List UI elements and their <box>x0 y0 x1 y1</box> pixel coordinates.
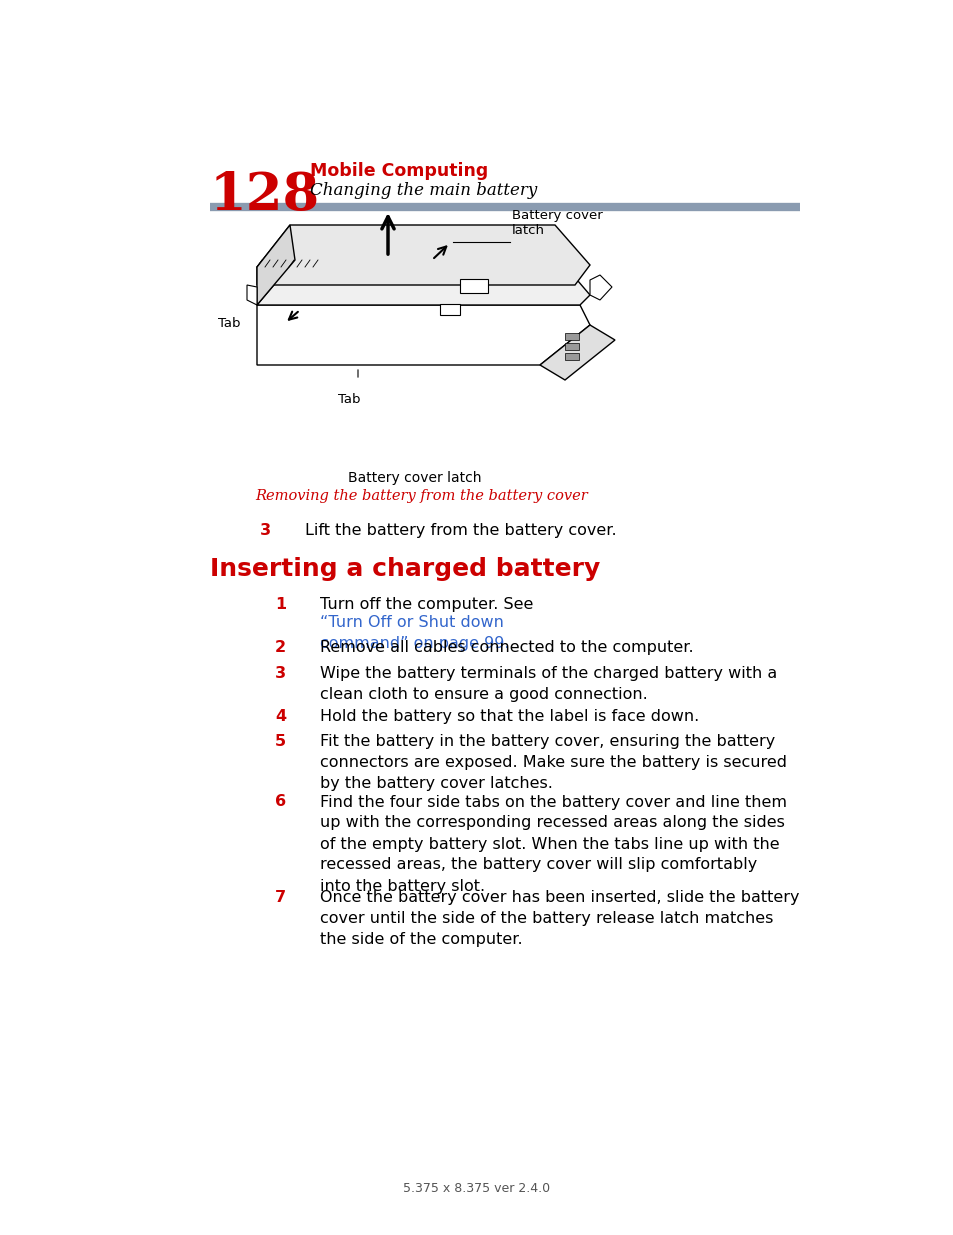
Text: 5.375 x 8.375 ver 2.4.0: 5.375 x 8.375 ver 2.4.0 <box>403 1182 550 1195</box>
Polygon shape <box>256 225 294 305</box>
Bar <box>564 353 578 359</box>
Text: 5: 5 <box>274 734 286 748</box>
Polygon shape <box>256 305 589 366</box>
Text: 3: 3 <box>260 522 271 538</box>
Text: Mobile Computing: Mobile Computing <box>310 162 488 180</box>
Text: Tab: Tab <box>337 393 360 406</box>
Text: Fit the battery in the battery cover, ensuring the battery
connectors are expose: Fit the battery in the battery cover, en… <box>319 734 786 790</box>
Bar <box>564 343 578 350</box>
Text: 128: 128 <box>210 170 320 221</box>
Text: Once the battery cover has been inserted, slide the battery
cover until the side: Once the battery cover has been inserted… <box>319 890 799 947</box>
Text: 6: 6 <box>274 794 286 809</box>
Text: Lift the battery from the battery cover.: Lift the battery from the battery cover. <box>305 522 616 538</box>
Text: Tab: Tab <box>218 316 240 330</box>
Text: Turn off the computer. See: Turn off the computer. See <box>319 597 537 613</box>
Polygon shape <box>539 325 615 380</box>
Text: 3: 3 <box>274 666 286 680</box>
Text: “Turn Off or Shut down
command” on page 99.: “Turn Off or Shut down command” on page … <box>319 615 509 651</box>
Text: Remove all cables connected to the computer.: Remove all cables connected to the compu… <box>319 640 693 655</box>
Polygon shape <box>589 275 612 300</box>
Text: Removing the battery from the battery cover: Removing the battery from the battery co… <box>254 489 587 503</box>
Text: Hold the battery so that the label is face down.: Hold the battery so that the label is fa… <box>319 709 699 724</box>
Text: Find the four side tabs on the battery cover and line them
up with the correspon: Find the four side tabs on the battery c… <box>319 794 786 893</box>
Text: 4: 4 <box>274 709 286 724</box>
Text: Battery cover latch: Battery cover latch <box>348 471 481 485</box>
Text: 1: 1 <box>274 597 286 613</box>
Text: Changing the main battery: Changing the main battery <box>310 182 537 199</box>
FancyBboxPatch shape <box>459 279 488 293</box>
Text: Inserting a charged battery: Inserting a charged battery <box>210 557 599 580</box>
Polygon shape <box>256 261 589 305</box>
Polygon shape <box>247 285 256 305</box>
Text: 2: 2 <box>274 640 286 655</box>
Polygon shape <box>256 225 589 285</box>
FancyBboxPatch shape <box>439 304 459 315</box>
Text: Wipe the battery terminals of the charged battery with a
clean cloth to ensure a: Wipe the battery terminals of the charge… <box>319 666 777 701</box>
Text: 7: 7 <box>274 890 286 905</box>
Text: Battery cover
latch: Battery cover latch <box>512 209 602 237</box>
Bar <box>564 333 578 340</box>
